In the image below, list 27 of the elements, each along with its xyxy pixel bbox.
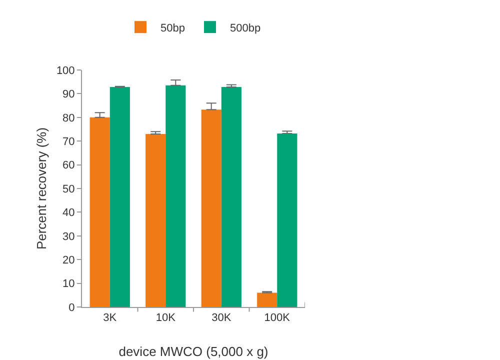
bar	[201, 110, 222, 307]
y-tick-label: 10	[62, 278, 75, 290]
y-tick-label: 80	[62, 112, 75, 124]
y-tick-label: 20	[62, 254, 75, 266]
bar	[146, 134, 166, 307]
bar	[277, 134, 298, 307]
y-tick-label: 0	[68, 302, 75, 314]
bar	[90, 117, 110, 307]
x-tick-label: 30K	[212, 312, 232, 324]
bar	[257, 292, 278, 307]
x-tick-label: 3K	[103, 312, 118, 324]
legend-label: 500bp	[230, 22, 261, 34]
y-tick-label: 40	[62, 207, 75, 220]
y-axis-title: Percent recovery (%)	[34, 127, 49, 250]
y-tick-label: 90	[62, 88, 75, 101]
legend-label: 50bp	[160, 22, 185, 34]
x-tick-label: 10K	[156, 312, 176, 324]
y-tick-label: 70	[62, 136, 75, 148]
bar	[166, 85, 186, 307]
bar	[221, 87, 242, 307]
x-tick-label: 100K	[264, 312, 291, 324]
bar	[110, 87, 130, 307]
y-tick-label: 100	[56, 64, 75, 77]
y-tick-label: 30	[62, 230, 75, 243]
y-tick-label: 60	[62, 160, 75, 172]
x-axis-title: device MWCO (5,000 x g)	[118, 344, 268, 359]
y-tick-label: 50	[62, 183, 75, 196]
